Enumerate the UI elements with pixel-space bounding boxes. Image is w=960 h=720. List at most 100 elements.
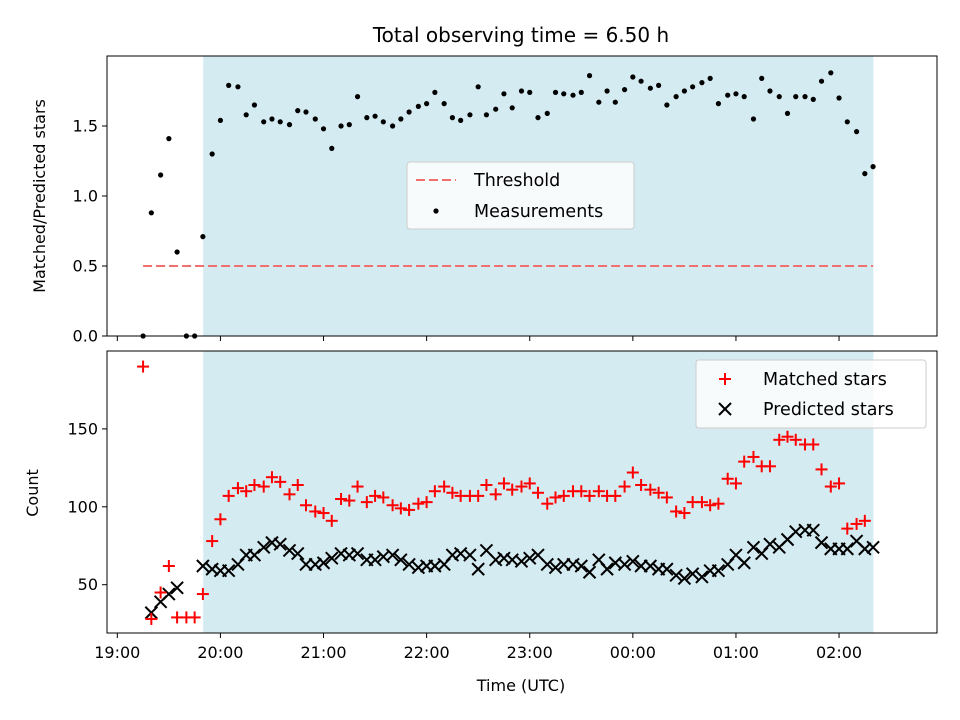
predicted-stars-stroke [402,557,416,572]
predicted-stars-stroke [385,548,400,562]
predicted-stars-stroke [479,543,494,558]
measurement-point [690,84,696,90]
matched-stars-point [299,499,312,512]
xtick-label: 01:00 [713,643,759,662]
measurement-point [372,113,378,119]
measurement-point [647,85,653,91]
predicted-stars-point [316,556,331,570]
measurement-point [312,116,318,122]
measurement-point [277,119,283,125]
bottom-ytick-label: 100 [67,497,98,516]
predicted-stars-point [737,556,751,570]
measurement-point [235,84,241,90]
xtick-label: 23:00 [507,643,553,662]
measurement-point [217,117,224,123]
matched-stars-point [583,489,596,502]
measurement-point [570,92,576,98]
matched-stars-point [781,430,794,443]
measurement-point [364,115,370,121]
matched-stars-point [438,480,451,493]
measurement-point [261,119,267,125]
predicted-stars-stroke [196,559,210,573]
chart-title: Total observing time = 6.50 h [372,23,669,47]
matched-stars-point [575,485,588,498]
xtick-label: 00:00 [610,643,656,662]
measurement-point [200,234,206,240]
matched-stars-point [531,486,544,499]
predicted-stars-point [385,548,400,562]
top-ytick-label: 1.0 [73,187,98,206]
matched-stars-point [394,502,407,515]
matched-stars-point [489,488,502,501]
matched-stars-point [480,478,493,491]
predicted-stars-point [273,537,287,551]
matched-stars-point [309,505,322,518]
measurement-point [527,89,533,95]
predicted-stars-stroke [858,542,872,556]
predicted-stars-point [626,554,640,569]
xtick-label: 19:00 [94,643,140,662]
predicted-stars-point [282,543,297,558]
matched-stars-point [206,535,219,548]
measurement-point [621,87,628,93]
legend-measurements-label: Measurements [474,202,603,222]
matched-stars-point [541,497,554,510]
measurement-point [699,80,705,86]
bottom-x-ticks: 19:00 20:00 21:00 22:00 23:00 00:00 01:00 02:00 [94,633,862,662]
legend-matched-swatch [719,373,731,385]
predicted-stars-point [350,546,365,561]
measurement-point [166,136,172,142]
predicted-stars-point [144,606,159,620]
predicted-stars-point [471,562,485,576]
predicted-stars-point [711,563,726,578]
matched-stars-point [325,514,338,527]
measurement-point [802,94,808,100]
measurement-point [320,126,327,132]
measurement-point [432,89,438,95]
measurement-point [767,88,773,94]
matched-stars-series [137,360,871,625]
measurement-point [458,117,464,123]
top-legend-box [406,161,635,230]
matched-stars-point [231,482,244,495]
matched-stars-point [841,522,854,535]
measurement-point [158,172,164,178]
matched-stars-point [412,497,425,510]
matched-stars-point [515,480,528,493]
matched-stars-point [351,480,364,493]
top-panel: 0.0 0.5 1.0 1.5 Matched/Predicted stars Thr… [30,55,938,346]
measurement-point [612,99,618,105]
predicted-stars-stroke [582,565,597,579]
measurement-point [441,101,447,107]
matched-stars-point [609,489,622,502]
measurement-point [741,94,747,100]
top-legend: Threshold Measurements [406,161,635,230]
measurement-point [380,119,386,125]
measurement-point [544,110,550,116]
matched-stars-point [644,483,657,496]
predicted-stars-point [660,562,674,576]
measurement-point [630,74,636,80]
measurement-point [424,101,430,107]
bottom-legend-box [695,359,927,429]
predicted-stars-point [643,559,658,573]
measurement-point [501,91,507,97]
predicted-stars-stroke [325,551,339,565]
predicted-stars-stroke [463,548,477,562]
predicted-stars-stroke [247,548,262,562]
predicted-stars-stroke [540,557,554,572]
measurement-point [776,94,782,100]
legend-predicted-swatch [718,402,732,416]
measurement-point [818,78,825,84]
bottom-legend: Matched stars Predicted stars [695,359,927,429]
predicted-stars-stroke [342,548,357,562]
top-ytick-label: 0.0 [73,327,98,346]
matched-stars-point [335,493,348,506]
predicted-stars-stroke [471,562,485,576]
predicted-stars-stroke [643,559,658,573]
matched-stars-point [738,455,751,468]
measurement-point [836,95,842,101]
measurement-point [354,94,361,100]
predicted-stars-stroke [282,543,297,558]
matched-stars-point [188,611,201,624]
